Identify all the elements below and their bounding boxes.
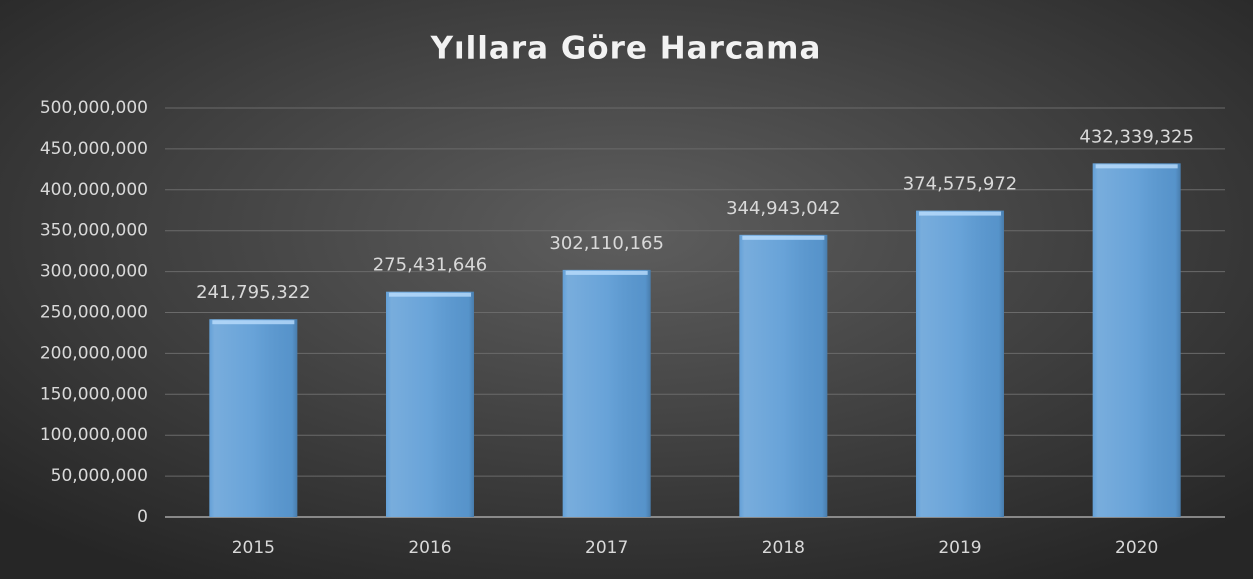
data-label: 241,795,322 (196, 282, 311, 303)
y-tick-label: 350,000,000 (40, 221, 148, 241)
bar (209, 319, 298, 517)
y-tick-label: 400,000,000 (40, 180, 148, 200)
data-label: 432,339,325 (1079, 126, 1194, 147)
bar (1092, 163, 1181, 517)
bar-cap (389, 292, 471, 297)
bar (386, 291, 474, 517)
x-tick-label: 2018 (762, 538, 805, 558)
y-tick-label: 150,000,000 (40, 384, 148, 404)
chart-title: Yıllara Göre Harcama (430, 31, 822, 67)
y-tick-label: 50,000,000 (51, 466, 148, 486)
x-tick-label: 2019 (938, 538, 981, 558)
y-tick-label: 500,000,000 (40, 98, 148, 118)
bar (916, 210, 1004, 517)
data-label: 374,575,972 (903, 174, 1018, 195)
bar-cap (212, 320, 295, 325)
x-tick-label: 2017 (585, 538, 628, 558)
bar (562, 269, 651, 517)
y-tick-label: 0 (137, 507, 148, 527)
bar (739, 234, 828, 517)
y-tick-label: 450,000,000 (40, 139, 148, 159)
y-tick-label: 200,000,000 (40, 343, 148, 363)
y-tick-label: 250,000,000 (40, 303, 148, 323)
y-tick-label: 300,000,000 (40, 262, 148, 282)
data-label: 344,943,042 (726, 198, 841, 219)
bar-cap (742, 235, 825, 240)
bar-cap (565, 270, 648, 275)
bar-cap (919, 211, 1001, 216)
data-label: 275,431,646 (373, 255, 488, 276)
data-label: 302,110,165 (549, 233, 664, 254)
y-tick-label: 100,000,000 (40, 425, 148, 445)
x-tick-label: 2020 (1115, 538, 1158, 558)
x-tick-label: 2015 (232, 538, 275, 558)
bar-cap (1095, 164, 1178, 169)
x-tick-label: 2016 (408, 538, 451, 558)
